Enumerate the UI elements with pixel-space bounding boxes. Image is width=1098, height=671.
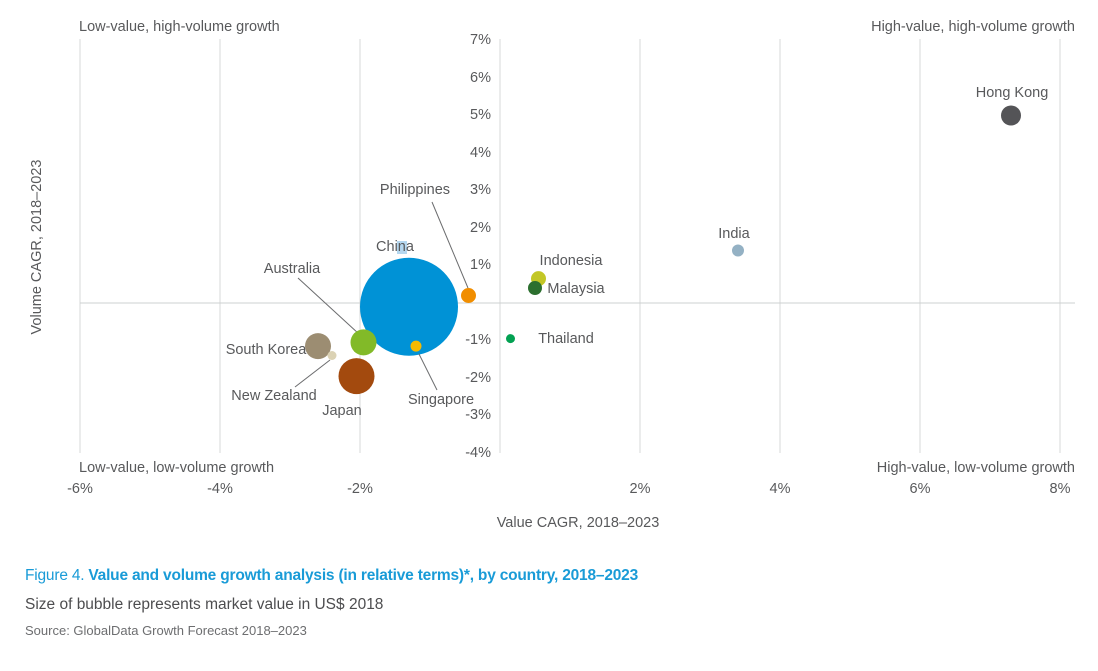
bubble-japan	[338, 358, 375, 395]
figure-source: Source: GlobalData Growth Forecast 2018–…	[25, 623, 307, 638]
y-tick-4: 4%	[470, 144, 491, 161]
label-indonesia: Indonesia	[539, 253, 603, 269]
x-tick-2: 2%	[629, 481, 651, 497]
figure-subtitle: Size of bubble represents market value i…	[25, 596, 384, 613]
label-australia: Australia	[263, 261, 321, 277]
y-tick-3: 3%	[470, 182, 491, 198]
leader-line-singapore	[418, 353, 438, 391]
y-tick-5: 5%	[470, 107, 491, 123]
y-tick-7: 7%	[470, 32, 491, 48]
bubble-china	[360, 257, 458, 356]
x-tick-4: 4%	[769, 481, 791, 497]
label-south-korea: South Korea	[225, 342, 307, 358]
figure-number: Figure 4.	[25, 567, 85, 584]
label-thailand: Thailand	[538, 331, 594, 347]
bubble-philippines	[461, 288, 476, 303]
label-malaysia: Malaysia	[547, 281, 605, 297]
x-tick-6: 6%	[909, 481, 931, 497]
label-singapore: Singapore	[407, 392, 475, 408]
bubble-hong-kong	[1001, 105, 1021, 126]
label-hong-kong: Hong Kong	[975, 85, 1049, 101]
bubble-india	[732, 244, 744, 257]
y-axis-title: Volume CAGR, 2018–2023	[29, 159, 45, 335]
bubble-australia	[350, 329, 377, 356]
chart-canvas	[79, 39, 1075, 453]
x-tick--2: -2%	[347, 481, 373, 497]
leader-line-philippines	[431, 201, 469, 289]
quadrant-label-top-left: Low-value, high-volume growth	[79, 19, 280, 35]
quadrant-label-bottom-left: Low-value, low-volume growth	[79, 460, 275, 476]
bubble-new-zealand	[327, 351, 337, 360]
leader-line-new-zealand	[294, 359, 331, 388]
bubble-thailand	[506, 334, 515, 344]
y-tick-2: 2%	[470, 219, 491, 236]
y-tick--2: -2%	[465, 369, 491, 386]
leader-line-australia	[297, 277, 360, 335]
quadrant-label-bottom-right: High-value, low-volume growth	[876, 460, 1075, 476]
y-tick--4: -4%	[465, 444, 491, 461]
label-china: China	[376, 239, 414, 255]
bubble-malaysia	[528, 281, 542, 295]
label-new-zealand: New Zealand	[231, 388, 317, 404]
quadrant-label-top-right: High-value, high-volume growth	[871, 19, 1075, 35]
bubble-south-korea	[305, 333, 331, 360]
x-tick--6: -6%	[67, 481, 93, 497]
figure-caption: Figure 4. Value and volume growth analysi…	[25, 566, 638, 586]
china-label-highlight	[397, 241, 407, 254]
label-philippines: Philippines	[379, 182, 451, 198]
y-tick-1: 1%	[470, 257, 491, 273]
y-tick--1: -1%	[465, 332, 491, 348]
y-tick-6: 6%	[470, 69, 491, 86]
bubble-singapore	[410, 340, 422, 352]
figure-title: Value and volume growth analysis (in rel…	[88, 567, 639, 584]
label-india: India	[718, 226, 750, 242]
label-japan: Japan	[322, 403, 362, 419]
x-axis-title: Value CAGR, 2018–2023	[496, 515, 660, 531]
y-tick--3: -3%	[465, 407, 491, 423]
x-tick--4: -4%	[207, 481, 233, 497]
x-tick-8: 8%	[1049, 481, 1071, 497]
